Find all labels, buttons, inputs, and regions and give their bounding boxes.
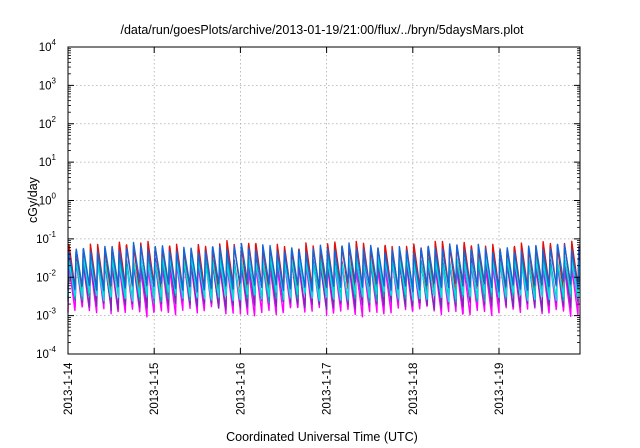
plot-frame bbox=[67, 46, 581, 355]
x-tick-label: 2013-1-16 bbox=[235, 363, 247, 415]
x-tick-label: 2013-1-15 bbox=[149, 363, 161, 415]
y-tick-label: 10-4 bbox=[36, 345, 56, 361]
x-tick-label: 2013-1-18 bbox=[408, 363, 420, 415]
y-tick-labels: 10-4 10-3 10-2 10-1 100 101 102 103 104 bbox=[36, 38, 56, 361]
x-axis-label: Coordinated Universal Time (UTC) bbox=[226, 430, 418, 444]
y-tick-label: 101 bbox=[39, 153, 57, 169]
grid bbox=[68, 47, 580, 354]
y-tick-label: 10-1 bbox=[36, 230, 56, 246]
y-tick-label: 100 bbox=[39, 192, 57, 208]
x-tick-labels: 2013-1-14 2013-1-15 2013-1-16 2013-1-17 2013… bbox=[63, 362, 506, 415]
x-tick-label: 2013-1-14 bbox=[63, 362, 75, 415]
y-tick-label: 103 bbox=[39, 76, 57, 92]
series-line bbox=[67, 241, 581, 293]
y-tick-label: 104 bbox=[39, 38, 57, 54]
axes bbox=[67, 46, 581, 355]
x-tick-label: 2013-1-17 bbox=[322, 363, 334, 415]
y-axis-label: cGy/day bbox=[26, 176, 40, 223]
series-line bbox=[67, 254, 581, 303]
x-tick-label: 2013-1-19 bbox=[494, 363, 506, 415]
y-tick-label: 102 bbox=[39, 115, 57, 131]
y-tick-label: 10-3 bbox=[36, 307, 56, 323]
series-layer bbox=[67, 240, 581, 318]
y-tick-label: 10-2 bbox=[36, 268, 56, 284]
chart-title: /data/run/goesPlots/archive/2013-01-19/2… bbox=[120, 23, 524, 37]
